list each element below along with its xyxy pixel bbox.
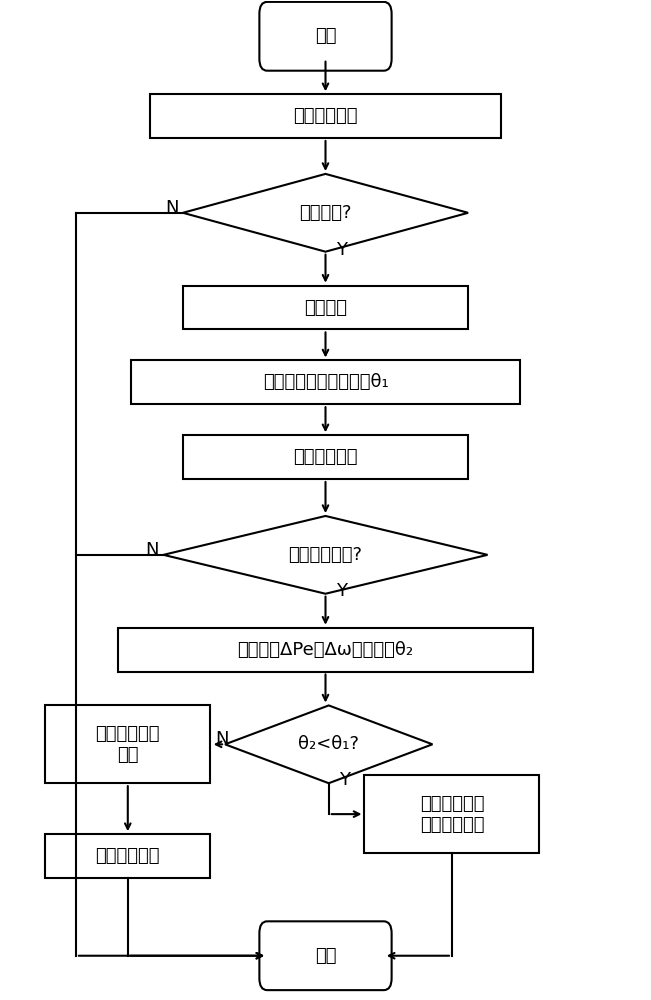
Text: θ₂<θ₁?: θ₂<θ₁?	[298, 735, 359, 753]
Polygon shape	[225, 705, 432, 783]
Text: 退出一次调频
切为手动模式: 退出一次调频 切为手动模式	[420, 795, 484, 834]
FancyBboxPatch shape	[259, 2, 392, 71]
Bar	[183, 286, 468, 329]
Bar	[45, 705, 210, 783]
FancyBboxPatch shape	[259, 921, 392, 990]
Bar	[183, 435, 468, 479]
Text: N: N	[215, 730, 229, 748]
Bar	[45, 834, 210, 878]
Polygon shape	[183, 174, 468, 252]
Text: Y: Y	[336, 241, 347, 259]
Text: N: N	[165, 199, 179, 217]
Text: N: N	[145, 541, 159, 559]
Text: 采取其他手段: 采取其他手段	[96, 847, 160, 865]
Bar	[150, 94, 501, 138]
Text: Y: Y	[339, 771, 350, 789]
Bar	[118, 628, 533, 672]
Bar	[365, 775, 540, 853]
Text: 滤波处理: 滤波处理	[304, 299, 347, 317]
Bar	[131, 360, 520, 404]
Text: 发生振荡?: 发生振荡?	[299, 204, 352, 222]
Text: 监测确定ΔPe与Δω实际夹角θ₂: 监测确定ΔPe与Δω实际夹角θ₂	[238, 641, 413, 659]
Text: 调速参与振荡?: 调速参与振荡?	[288, 546, 363, 564]
Polygon shape	[163, 516, 488, 594]
Text: 检测阀门指令: 检测阀门指令	[293, 448, 358, 466]
Text: 结束: 结束	[314, 947, 337, 965]
Text: 开始: 开始	[314, 27, 337, 45]
Text: 不要退出一次
调频: 不要退出一次 调频	[96, 725, 160, 764]
Text: 辨识振荡阻尼比，确定θ₁: 辨识振荡阻尼比，确定θ₁	[262, 373, 389, 391]
Text: Y: Y	[336, 582, 347, 600]
Text: 检测机端功率: 检测机端功率	[293, 107, 358, 125]
